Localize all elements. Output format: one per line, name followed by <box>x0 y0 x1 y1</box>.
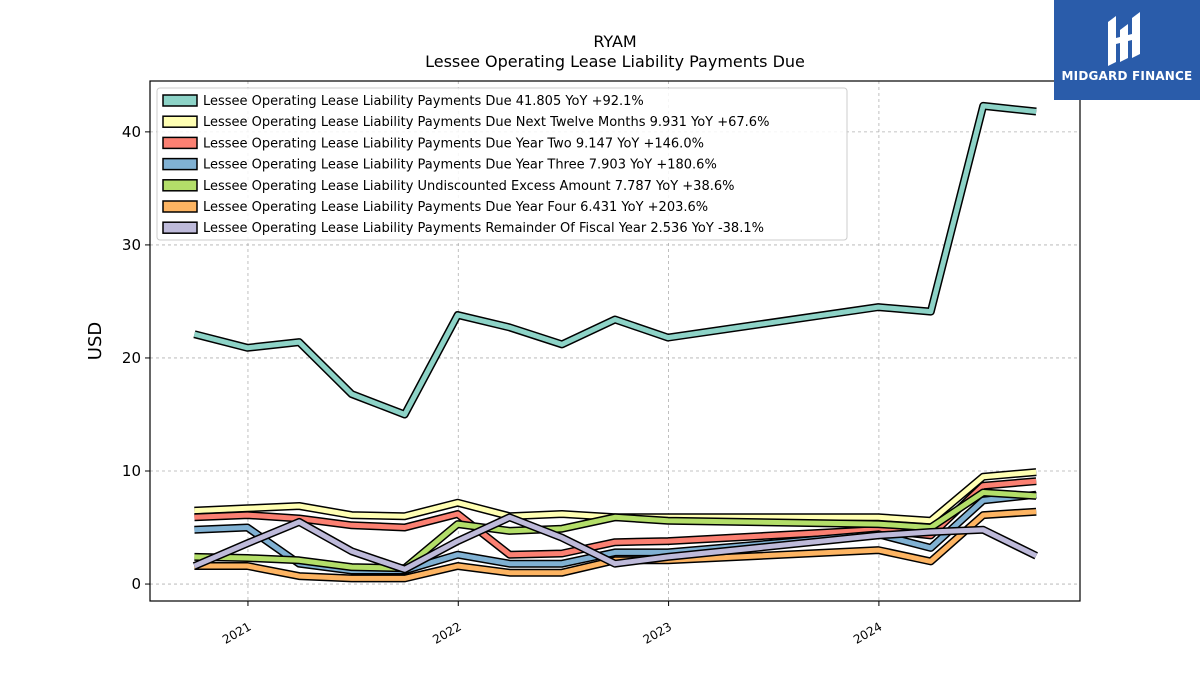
series-stroke <box>194 469 1037 524</box>
legend-swatch <box>162 200 198 213</box>
x-tick-label: 2022 <box>430 619 463 646</box>
legend-swatch <box>162 115 198 128</box>
series-layer <box>192 101 1038 583</box>
series-line <box>193 101 1037 419</box>
series-stroke <box>193 103 1037 417</box>
y-tick-label: 20 <box>122 349 141 367</box>
y-tick-label: 40 <box>122 123 141 141</box>
legend-entry: Lessee Operating Lease Liability Payment… <box>203 158 717 173</box>
legend-entry: Lessee Operating Lease Liability Payment… <box>203 136 704 151</box>
brand-logo: MIDGARD FINANCE <box>1054 0 1200 100</box>
legend-box <box>156 87 848 241</box>
legend-entry: Lessee Operating Lease Liability Undisco… <box>203 179 734 194</box>
series-line <box>194 468 1037 525</box>
y-tick-label: 10 <box>122 462 141 480</box>
chart-title: RYAM <box>593 32 636 51</box>
y-tick-label: 30 <box>122 236 141 254</box>
chart-subtitle: Lessee Operating Lease Liability Payment… <box>425 52 805 71</box>
series-stroke <box>194 509 1037 581</box>
series-line <box>194 507 1037 583</box>
x-tick-label: 2024 <box>851 619 884 646</box>
legend-entry: Lessee Operating Lease Liability Payment… <box>203 200 708 215</box>
x-tick-label: 2023 <box>641 619 674 646</box>
series-line <box>192 513 1038 574</box>
x-tick-label: 2021 <box>220 619 253 646</box>
plot-frame <box>149 80 1081 602</box>
brand-name: MIDGARD FINANCE <box>1061 69 1193 83</box>
legend: Lessee Operating Lease Liability Payment… <box>156 87 848 241</box>
legend-entry: Lessee Operating Lease Liability Payment… <box>203 115 769 130</box>
x-axis: 2021 2022 2023 2024 <box>220 601 884 647</box>
brand-mark-icon <box>1108 12 1140 66</box>
series-stroke <box>193 514 1038 572</box>
legend-entry: Lessee Operating Lease Liability Payment… <box>203 221 764 236</box>
legend-swatch <box>162 157 198 171</box>
legend-swatch <box>162 179 198 192</box>
y-axis: 0 10 20 30 40 <box>122 123 150 593</box>
y-tick-label: 0 <box>131 575 141 593</box>
legend-swatch <box>162 136 198 150</box>
legend-entry: Lessee Operating Lease Liability Payment… <box>203 94 644 109</box>
legend-swatch <box>162 221 198 234</box>
legend-swatch <box>162 94 198 107</box>
y-axis-label: USD <box>85 322 106 360</box>
